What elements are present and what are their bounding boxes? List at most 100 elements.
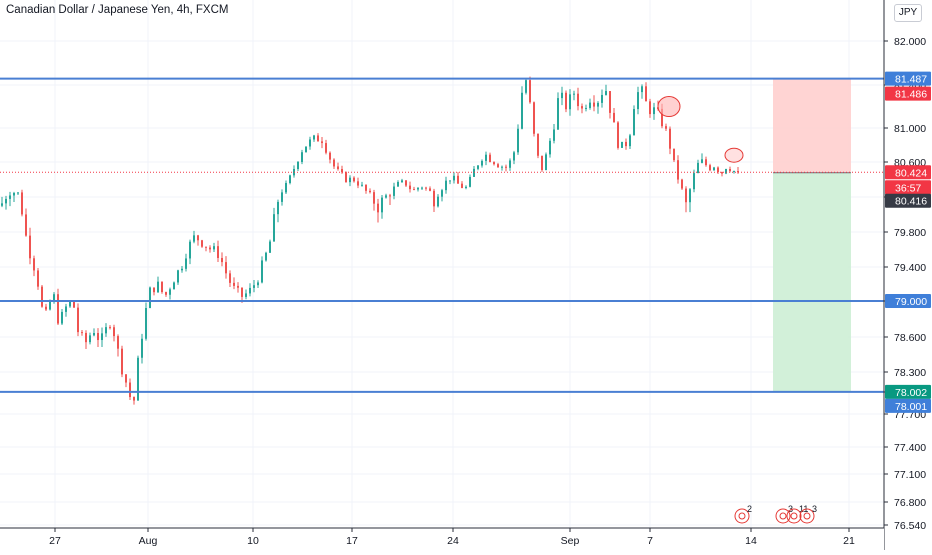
candle-body (725, 169, 727, 174)
candle-body (581, 106, 583, 109)
candle-body (461, 183, 463, 188)
price-label-stop-bg (885, 86, 931, 101)
candle-body (185, 258, 187, 269)
candle-body (401, 180, 403, 182)
candle-body (409, 185, 411, 190)
candle-body (277, 201, 279, 215)
candle-body (257, 282, 259, 286)
price-label-stop: 81.486 (895, 89, 927, 101)
candle-body (369, 190, 371, 193)
candle-body (197, 235, 199, 241)
candle-body (345, 172, 347, 183)
candle-body (513, 152, 515, 161)
candle-body (81, 332, 83, 334)
candle-body (681, 179, 683, 189)
candle-body (465, 186, 467, 188)
candle-body (509, 160, 511, 168)
candle-body (177, 270, 179, 283)
candle-body (505, 166, 507, 168)
x-tick-label: 10 (247, 535, 259, 547)
candle-body (617, 122, 619, 148)
x-tick-label: 27 (49, 535, 61, 547)
y-tick-label: 76.540 (894, 520, 926, 532)
candle-body (37, 270, 39, 287)
candle-body (537, 133, 539, 156)
candle-body (261, 260, 263, 283)
candle-body (737, 170, 739, 173)
candle-body (129, 382, 131, 398)
candle-body (117, 336, 119, 349)
candle-body (481, 160, 483, 166)
candle-body (137, 357, 139, 401)
y-tick-label: 77.100 (894, 469, 926, 481)
price-label-resistance: 81.487 (895, 74, 927, 86)
event-marker-b-ring (775, 508, 791, 524)
candle-body (321, 141, 323, 144)
price-label-current-bg (885, 165, 931, 180)
y-tick-label: 79.800 (894, 227, 926, 239)
candle-body (729, 169, 731, 172)
candle-body (101, 333, 103, 341)
candle-body (337, 166, 339, 170)
candle-body (57, 294, 59, 324)
stop-loss-zone (773, 78, 851, 173)
price-label-target: 78.002 (895, 387, 927, 399)
x-tick-label: 7 (647, 535, 653, 547)
candle-body (477, 165, 479, 169)
candle-body (377, 203, 379, 213)
candle-body (573, 93, 575, 95)
y-tick-label: 79.400 (894, 262, 926, 274)
candle-body (645, 86, 647, 102)
candle-body (721, 172, 723, 174)
event-marker-c-dot (790, 512, 798, 520)
event-marker-d-count: 3 (812, 504, 817, 514)
candle-body (237, 285, 239, 288)
candle-body (397, 181, 399, 187)
candle-body (49, 301, 51, 310)
candle-body (353, 177, 355, 182)
candle-body (381, 197, 383, 213)
candle-body (485, 154, 487, 161)
candle-body (145, 307, 147, 339)
candle-body (161, 281, 163, 293)
candle-body (33, 258, 35, 271)
candle-body (341, 169, 343, 173)
candle-body (45, 306, 47, 310)
price-label-entry-bg (885, 193, 931, 208)
time-axis-bg (0, 528, 884, 550)
candle-body (249, 287, 251, 294)
take-profit-zone (773, 172, 851, 392)
candle-body (541, 155, 543, 171)
candle-body (29, 235, 31, 259)
candle-countdown-bg (885, 180, 931, 195)
candle-body (5, 198, 7, 204)
candle-body (437, 196, 439, 207)
candle-body (489, 154, 491, 163)
candle-body (701, 159, 703, 163)
candle-body (517, 128, 519, 153)
candle-body (69, 301, 71, 307)
candle-body (533, 102, 535, 134)
candle-body (209, 247, 211, 250)
candle-body (417, 187, 419, 190)
candle-body (553, 129, 555, 141)
candle-body (205, 246, 207, 248)
candle-body (733, 170, 735, 172)
candle-body (473, 168, 475, 177)
price-label-resistance-bg (885, 71, 931, 86)
candle-body (357, 181, 359, 186)
candle-body (13, 192, 15, 196)
candle-body (373, 192, 375, 204)
candle-body (241, 287, 243, 297)
candle-body (621, 141, 623, 148)
candle-body (525, 80, 527, 93)
candle-body (281, 192, 283, 202)
candle-body (589, 102, 591, 108)
candle-body (609, 91, 611, 113)
candle-body (685, 188, 687, 203)
currency-button[interactable]: JPY (894, 4, 922, 22)
candle-body (157, 281, 159, 293)
candle-body (521, 92, 523, 129)
